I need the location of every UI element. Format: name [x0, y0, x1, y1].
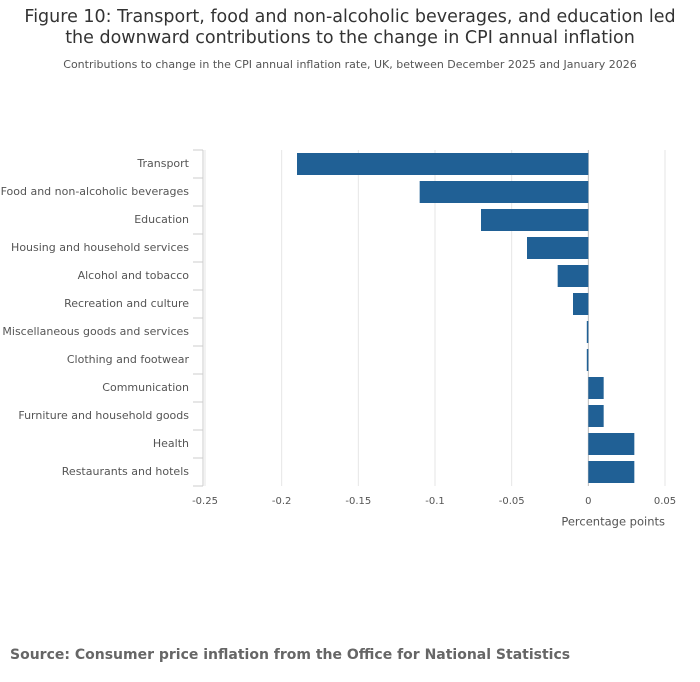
bar: [586, 349, 589, 371]
y-tick-label: Communication: [102, 381, 189, 394]
y-tick-label: Health: [153, 437, 189, 450]
chart-title: Figure 10: Transport, food and non-alcoh…: [24, 7, 676, 48]
y-tick-label: Education: [134, 213, 189, 226]
bar: [557, 265, 589, 287]
bar: [527, 237, 589, 259]
source: Source: Consumer price inflation from th…: [10, 647, 570, 663]
x-tick-label: 0.05: [654, 496, 676, 507]
y-tick-label: Transport: [136, 157, 189, 170]
chart-subtitle: Contributions to change in the CPI annua…: [63, 58, 636, 71]
y-tick-label: Recreation and culture: [64, 297, 189, 310]
x-axis-label: Percentage points: [561, 515, 665, 529]
x-tick-label: -0.2: [272, 496, 292, 507]
y-tick-label: Restaurants and hotels: [62, 465, 189, 478]
x-tick-label: 0: [585, 496, 591, 507]
bar: [419, 181, 589, 203]
y-tick-label: Miscellaneous goods and services: [2, 325, 189, 338]
bar: [586, 321, 589, 343]
y-tick-label: Food and non-alcoholic beverages: [1, 185, 190, 198]
bar: [588, 377, 604, 399]
x-tick-label: -0.1: [425, 496, 445, 507]
bar: [588, 433, 635, 455]
y-tick-label: Housing and household services: [11, 241, 189, 254]
y-tick-label: Clothing and footwear: [67, 353, 190, 366]
y-tick-label: Alcohol and tobacco: [78, 269, 190, 282]
x-tick-label: -0.25: [192, 496, 218, 507]
bar: [481, 209, 589, 231]
bar: [573, 293, 589, 315]
y-tick-label: Furniture and household goods: [18, 409, 189, 422]
bar: [588, 461, 635, 483]
x-tick-label: -0.05: [499, 496, 525, 507]
x-tick-label: -0.15: [345, 496, 371, 507]
bar: [588, 405, 604, 427]
bar: [297, 153, 589, 175]
